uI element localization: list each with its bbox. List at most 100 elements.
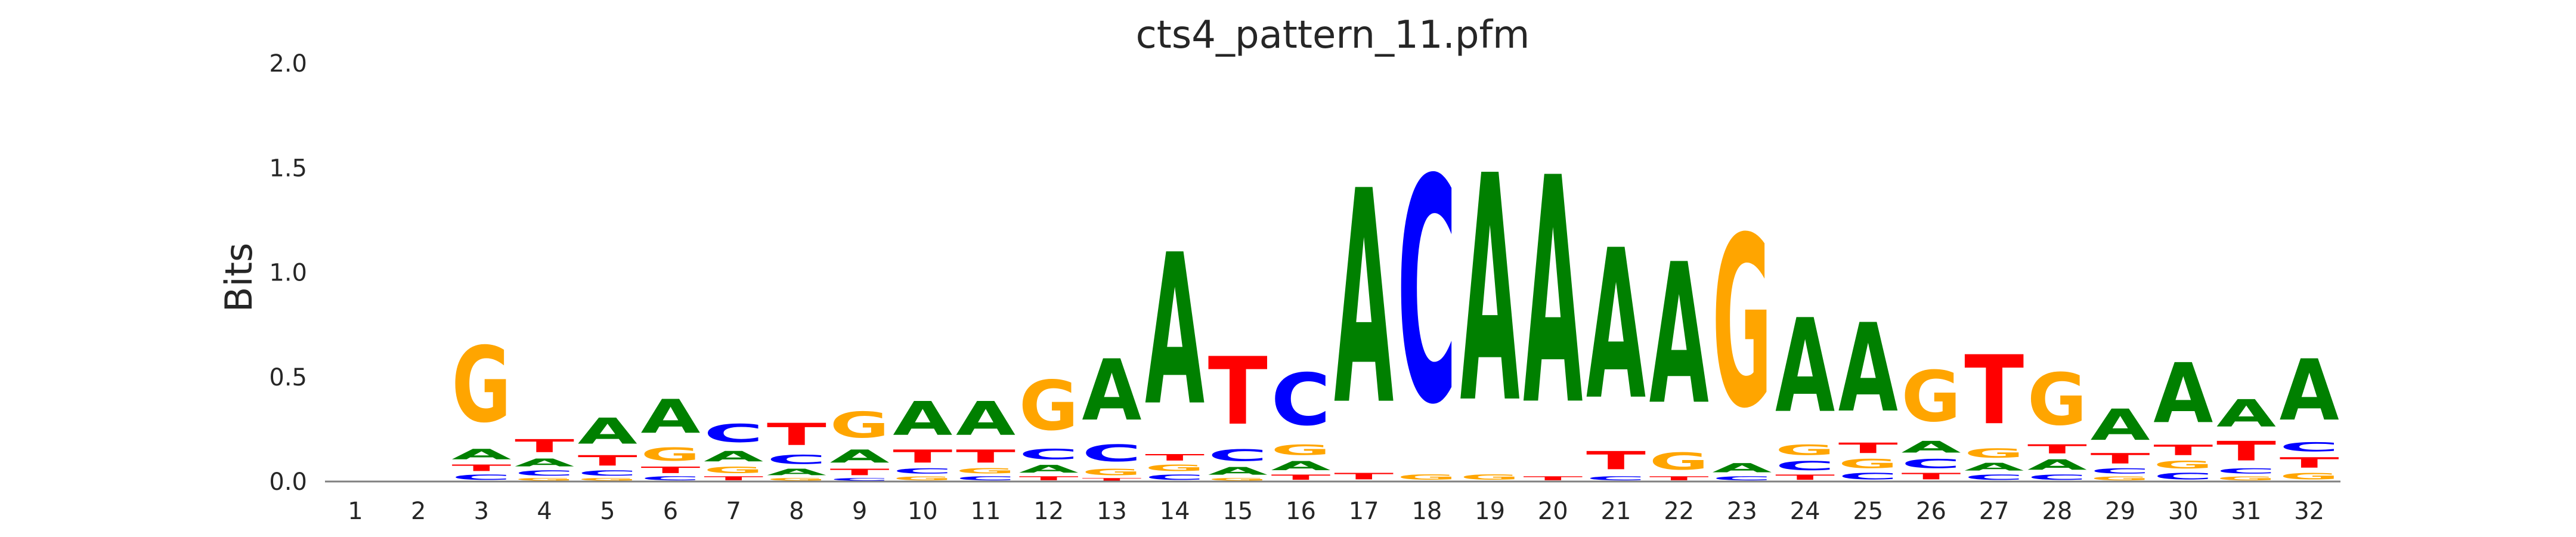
logo-letter-T: T (893, 446, 952, 467)
logo-letter-G: G (1460, 473, 1520, 482)
logo-column: CAG (1712, 187, 1772, 482)
logo-letter-T: T (830, 467, 890, 477)
logo-letter-G: G (2153, 458, 2213, 471)
logo-letter-A: A (451, 446, 511, 463)
logo-column: TA (1523, 112, 1583, 482)
x-tick-label: 22 (1664, 498, 1694, 525)
logo-letter-C: C (515, 469, 574, 477)
logo-letter-T: T (1902, 471, 1961, 482)
logo-letter-C: C (641, 475, 701, 482)
y-tick-label: 1.0 (269, 260, 307, 287)
logo-letter-G: G (1082, 467, 1141, 477)
logo-letter-G: G (578, 477, 637, 482)
logo-letter-G: G (767, 477, 826, 482)
x-axis-ticks: 1 2 3 4 5 6 7 8 9 10 11 12 13 14 15 16 17 18 19 20 21 22 23 24 2… (348, 498, 2324, 525)
logo-letter-T: T (1649, 476, 1709, 482)
logo-column: TGA (1649, 223, 1709, 482)
logo-letter-G: G (2280, 471, 2339, 482)
logo-letter-G: G (451, 326, 511, 446)
logo-letter-G: G (1271, 442, 1331, 459)
x-tick-label: 29 (2105, 498, 2135, 525)
logo-letter-A: A (893, 392, 953, 446)
logo-letter-T: T (1334, 471, 1394, 482)
logo-letter-C: C (1902, 456, 1961, 471)
logo-letter-A: A (1712, 461, 1772, 475)
logo-letter-T: T (2216, 436, 2276, 467)
x-tick-label: 32 (2294, 498, 2324, 525)
x-tick-label: 30 (2168, 498, 2199, 525)
logo-letter-G: G (1145, 463, 1205, 473)
logo-letter-G: G (1649, 448, 1709, 475)
logo-letter-T: T (2091, 450, 2150, 467)
logo-letter-C: C (2216, 467, 2276, 475)
logo-letter-A: A (1523, 112, 1583, 474)
logo-letter-T: T (1271, 473, 1331, 482)
logo-letter-G: G (1712, 187, 1772, 460)
logo-letter-C: C (1838, 471, 1898, 481)
logo-letter-C: C (1019, 446, 1079, 463)
logo-letter-A: A (956, 392, 1016, 446)
logo-letter-T: T (1523, 476, 1583, 482)
logo-letter-C: C (2091, 467, 2150, 475)
logo-letter-T: T (515, 436, 574, 456)
logo-letter-C: C (2153, 471, 2213, 481)
x-tick-label: 17 (1349, 498, 1379, 525)
logo-letter-G: G (830, 404, 890, 446)
logo-column: GC (1397, 114, 1457, 482)
x-tick-label: 25 (1853, 498, 1883, 525)
logo-letter-C: C (893, 467, 952, 475)
logo-letter-A: A (1775, 291, 1835, 441)
logo-letter-C: C (1208, 446, 1268, 465)
logo-letter-C: C (2280, 440, 2339, 454)
logo-letter-C: C (956, 475, 1015, 482)
logo-letter-G: G (641, 444, 701, 465)
logo-letter-A: A (1145, 210, 1205, 451)
x-tick-label: 26 (1916, 498, 1946, 525)
logo-letter-C: C (1775, 459, 1835, 473)
x-tick-label: 3 (474, 498, 489, 525)
x-tick-label: 21 (1601, 498, 1631, 525)
y-tick-label: 1.5 (269, 155, 307, 182)
x-tick-label: 20 (1538, 498, 1568, 525)
y-tick-label: 2.0 (269, 50, 307, 78)
logo-letter-C: C (1712, 475, 1772, 482)
logo-letter-A: A (1271, 458, 1332, 473)
logo-letter-C: C (704, 419, 763, 448)
logo-column: GA (1460, 110, 1521, 482)
x-tick-label: 4 (537, 498, 552, 525)
x-tick-label: 27 (1979, 498, 2010, 525)
x-tick-label: 16 (1286, 498, 1316, 525)
logo-letter-A: A (1838, 299, 1898, 440)
logo-letter-T: T (641, 465, 701, 476)
logo-letter-A: A (1019, 462, 1079, 475)
logo-letter-G: G (893, 476, 952, 482)
logo-letter-G: G (1775, 442, 1835, 459)
x-tick-label: 28 (2042, 498, 2072, 525)
x-tick-label: 6 (663, 498, 678, 525)
y-axis-ticks: 0.0 0.5 1.0 1.5 2.0 (269, 50, 307, 496)
logo-letter-C: C (451, 473, 511, 482)
logo-letter-T: T (1208, 338, 1268, 446)
logo-letter-C: C (1397, 114, 1457, 472)
logo-letter-G: G (704, 465, 763, 475)
logo-letter-A: A (578, 411, 637, 452)
logo-letter-A: A (830, 446, 890, 467)
logo-letter-T: T (1964, 336, 2024, 446)
logo-letter-C: C (2027, 473, 2087, 482)
logo-letter-T: T (1586, 446, 1646, 476)
